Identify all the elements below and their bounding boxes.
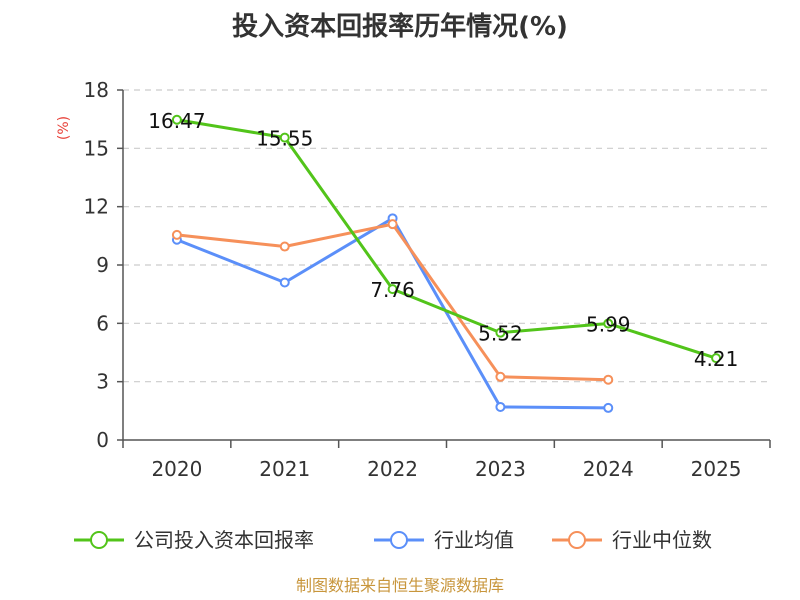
data-label: 7.76: [370, 278, 415, 302]
data-point: [495, 327, 506, 338]
series-line-0: [176, 118, 717, 360]
data-point: [279, 132, 290, 143]
x-tick-label: 2022: [367, 457, 418, 481]
data-point: [603, 374, 614, 385]
data-point: [279, 241, 290, 252]
data-point: [171, 229, 182, 240]
axes: 0 3 6 9 12 15 18 2020 2021 2022 2023 2024 2025: [84, 78, 771, 481]
y-tick-label: 15: [84, 136, 109, 160]
data-label: 5.99: [586, 313, 631, 337]
y-tick-label: 12: [84, 195, 109, 219]
legend-item[interactable]: 行业均值: [374, 528, 514, 552]
legend-label: 公司投入资本回报率: [134, 528, 314, 552]
data-label: 4.21: [694, 347, 739, 371]
data-point: [387, 219, 398, 230]
legend[interactable]: 公司投入资本回报率 行业均值 行业中位数: [74, 528, 712, 552]
x-tick-label: 2023: [475, 457, 526, 481]
y-tick-label: 6: [96, 311, 109, 335]
series: [171, 114, 722, 413]
x-tick-label: 2024: [583, 457, 634, 481]
x-tick-label: 2025: [691, 457, 742, 481]
legend-marker: [390, 531, 408, 549]
y-tick-label: 3: [96, 370, 109, 394]
x-tick-label: 2021: [259, 457, 310, 481]
legend-item[interactable]: 行业中位数: [552, 528, 712, 552]
legend-marker: [568, 531, 586, 549]
source-note: 制图数据来自恒生聚源数据库: [295, 576, 504, 595]
data-point: [495, 371, 506, 382]
x-tick-label: 2020: [151, 457, 202, 481]
data-point: [495, 401, 506, 412]
data-label: 5.52: [478, 322, 523, 346]
data-point: [279, 277, 290, 288]
legend-label: 行业中位数: [612, 528, 712, 552]
data-point: [171, 114, 182, 125]
legend-marker: [90, 531, 108, 549]
data-point: [603, 402, 614, 413]
data-labels: 16.47 15.55 7.76 5.52 5.99 4.21: [148, 109, 738, 371]
data-label: 16.47: [148, 109, 205, 133]
data-point: [711, 353, 722, 364]
data-point: [387, 284, 398, 295]
chart-title: 投入资本回报率历年情况(%): [232, 12, 568, 42]
series-line-1: [176, 216, 609, 410]
gridlines: [123, 89, 770, 383]
y-tick-label: 0: [96, 428, 109, 452]
legend-item[interactable]: 公司投入资本回报率: [74, 528, 314, 552]
legend-label: 行业均值: [434, 528, 514, 552]
y-tick-label: 9: [96, 253, 109, 277]
y-tick-label: 18: [84, 78, 109, 102]
y-axis-label: (%): [56, 116, 72, 140]
data-label: 15.55: [256, 127, 313, 151]
data-point: [603, 318, 614, 329]
